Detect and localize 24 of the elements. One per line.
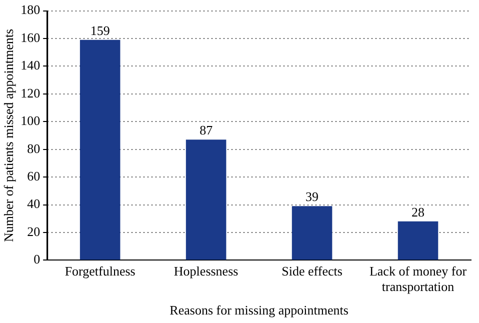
x-tick-label: Side effects (282, 263, 342, 278)
data-label: 159 (90, 22, 110, 38)
y-tick-label: 0 (34, 252, 40, 267)
y-tick-label: 140 (20, 58, 40, 73)
y-tick-label: 160 (20, 30, 40, 45)
bar (292, 206, 332, 260)
y-tick-label: 60 (27, 168, 40, 184)
y-tick-label: 100 (20, 113, 40, 128)
bar (398, 221, 438, 260)
bar (80, 40, 120, 260)
x-axis-title: Reasons for missing appointments (170, 302, 348, 318)
bar (186, 140, 226, 260)
x-tick-label: Forgetfulness (64, 263, 136, 278)
y-tick-label: 20 (27, 224, 40, 239)
y-tick-label: 180 (20, 2, 40, 18)
y-tick-label: 80 (27, 140, 40, 156)
y-axis-title: Number of patients missed appointments (1, 28, 16, 242)
y-tick-label: 120 (20, 85, 40, 100)
data-label: 39 (306, 189, 319, 204)
x-tick-label: Lack of money for transportation (369, 263, 468, 294)
y-tick-label: 40 (27, 196, 40, 212)
x-tick-label: Hoplessness (174, 263, 238, 278)
data-label: 87 (200, 122, 214, 138)
data-label: 28 (412, 204, 425, 220)
